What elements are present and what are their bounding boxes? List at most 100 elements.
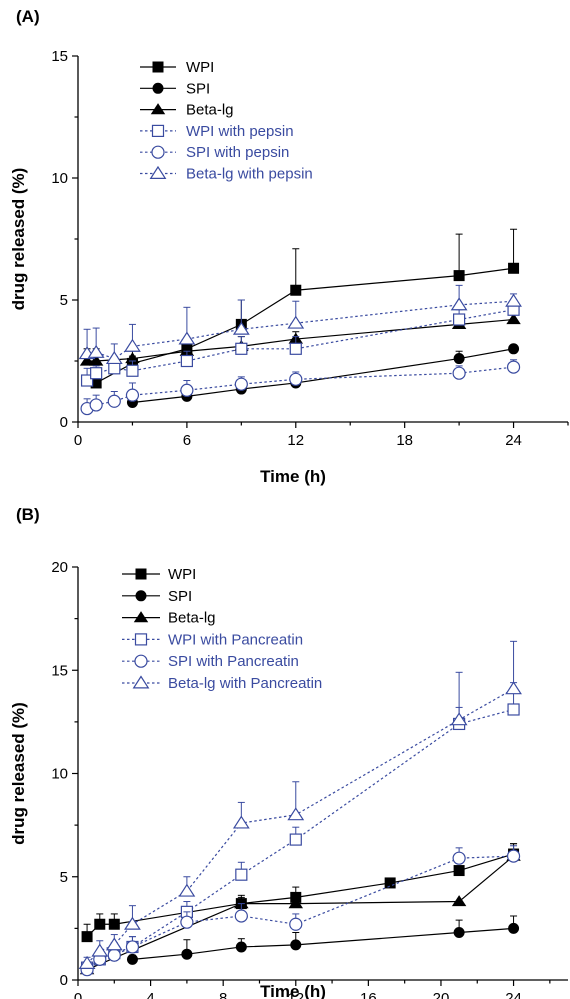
- legend-marker: [152, 61, 164, 73]
- data-point: [88, 354, 104, 366]
- series-1: [126, 915, 520, 965]
- data-point: [453, 270, 465, 282]
- data-point: [290, 284, 302, 296]
- series-line: [86, 366, 514, 410]
- data-point: [180, 915, 194, 929]
- legend-marker: [135, 590, 147, 602]
- data-point: [453, 865, 465, 877]
- x-tick-label: 20: [433, 990, 450, 999]
- data-point: [87, 344, 105, 358]
- legend-label: SPI with pepsin: [186, 144, 289, 161]
- data-point: [181, 948, 193, 960]
- data-point: [505, 293, 522, 307]
- chart-a-svg: (A) 0 6 12 18 24 0 5 10 15 Time (h) drug released (…: [9, 7, 569, 486]
- data-point: [508, 922, 520, 934]
- y-tick-label: 15: [51, 662, 68, 679]
- data-point: [178, 331, 196, 345]
- data-point: [105, 350, 123, 365]
- data-point: [94, 918, 106, 930]
- series-line: [132, 348, 514, 404]
- data-point: [125, 940, 140, 954]
- chart-b-svg: (B) 0 4 8 12 16 20 24 0 5 10 15 20 Time (h) drug relea…: [9, 505, 568, 999]
- data-point: [107, 948, 121, 962]
- data-point: [450, 297, 468, 311]
- series-4: [80, 359, 521, 416]
- legend-label: Beta-lg: [186, 102, 234, 119]
- y-tick-label: 20: [51, 559, 68, 576]
- data-point: [126, 953, 138, 965]
- x-tick-label: 8: [219, 990, 227, 999]
- y-axis-title: drug released (%): [9, 168, 28, 311]
- legend-marker: [149, 165, 167, 179]
- data-point: [125, 388, 140, 402]
- legend-label: WPI: [168, 566, 196, 583]
- x-tick-label: 4: [146, 990, 154, 999]
- data-point: [384, 877, 396, 889]
- data-point: [453, 353, 465, 365]
- data-point: [505, 681, 522, 695]
- data-point: [124, 916, 141, 930]
- y-tick-label: 15: [51, 48, 68, 65]
- x-tick-label: 24: [505, 432, 522, 449]
- x-tick-label: 18: [396, 432, 413, 449]
- legend-marker: [132, 675, 150, 689]
- legend-label: WPI: [186, 59, 214, 76]
- data-point: [452, 851, 466, 865]
- data-point: [290, 939, 302, 951]
- data-point: [232, 321, 250, 335]
- data-point: [234, 909, 248, 923]
- data-point: [453, 927, 465, 939]
- y-axis-title: drug released (%): [9, 702, 28, 845]
- data-point: [126, 364, 139, 377]
- x-tick-label: 6: [183, 432, 191, 449]
- data-point: [235, 941, 247, 953]
- data-point: [178, 883, 196, 897]
- data-point: [506, 849, 521, 863]
- data-point: [289, 372, 303, 386]
- x-tick-label: 16: [360, 990, 377, 999]
- legend-label: WPI with pepsin: [186, 123, 294, 140]
- data-point: [289, 917, 303, 931]
- data-point: [287, 315, 305, 329]
- legend-label: WPI with Pancreatin: [168, 631, 303, 648]
- data-point: [235, 868, 248, 881]
- chart-panel-b: (B) 0 4 8 12 16 20 24 0 5 10 15 20 Time (h) drug relea…: [0, 500, 570, 999]
- data-point: [507, 703, 520, 716]
- data-point: [180, 354, 193, 368]
- series-5: [78, 284, 522, 365]
- y-tick-label: 5: [60, 869, 68, 886]
- data-point: [289, 342, 302, 355]
- legend-marker: [133, 611, 149, 623]
- y-tick-label: 10: [51, 170, 68, 187]
- data-point: [234, 377, 248, 391]
- data-point: [506, 313, 521, 325]
- series-line: [86, 855, 514, 971]
- series-5: [78, 640, 522, 969]
- data-point: [450, 712, 468, 726]
- chart-panel-a: (A) 0 6 12 18 24 0 5 10 15 Time (h) drug released (…: [9, 7, 569, 486]
- data-point: [232, 815, 250, 829]
- data-point: [453, 313, 466, 326]
- legend-marker: [134, 633, 148, 646]
- data-point: [91, 943, 109, 957]
- legend-label: SPI with Pancreatin: [168, 653, 299, 670]
- data-point: [108, 362, 121, 375]
- data-point: [124, 338, 141, 352]
- data-point: [451, 895, 467, 907]
- series-line: [132, 927, 514, 960]
- data-point: [108, 918, 120, 930]
- legend-marker: [152, 82, 164, 94]
- data-point: [107, 394, 121, 408]
- legend-marker: [151, 145, 165, 159]
- data-point: [235, 342, 248, 355]
- data-point: [78, 955, 96, 969]
- legend-label: Beta-lg: [168, 610, 216, 627]
- series-3: [80, 301, 520, 387]
- series-2: [79, 843, 521, 975]
- data-point: [288, 897, 304, 909]
- legend-marker: [134, 654, 148, 668]
- y-tick-label: 10: [51, 766, 68, 783]
- x-tick-label: 12: [287, 990, 304, 999]
- legend-marker: [135, 568, 147, 580]
- data-point: [506, 360, 521, 374]
